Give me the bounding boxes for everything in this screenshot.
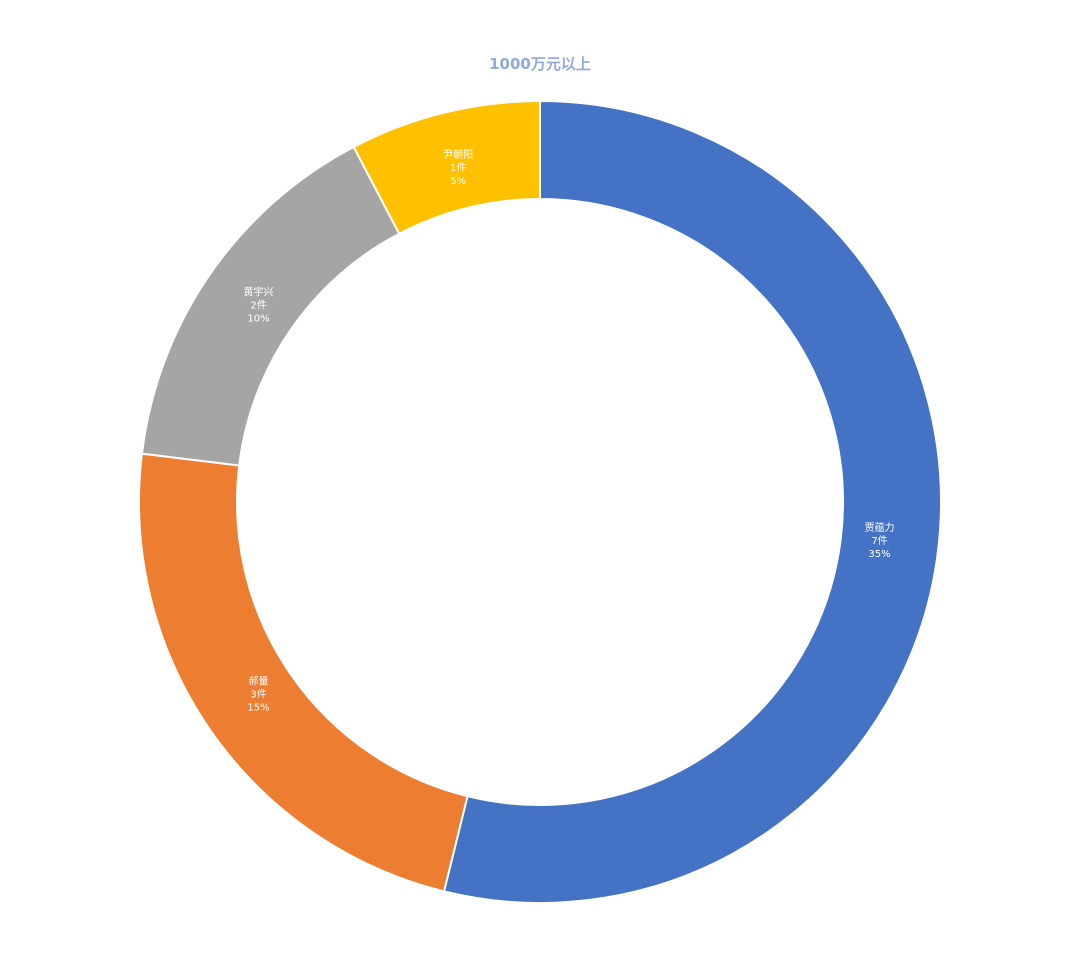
slice-count-1: 3件: [250, 688, 266, 700]
slice-label-3: 尹朝阳 1件 5%: [443, 149, 473, 187]
slice-percent-3: 5%: [450, 176, 466, 187]
slice-count-0: 7件: [871, 535, 887, 547]
slice-percent-0: 35%: [868, 549, 890, 560]
slice-count-2: 2件: [250, 300, 266, 312]
slice-0: [442, 99, 942, 904]
slice-label-0: 贾蕴力 7件 35%: [865, 521, 895, 560]
slice-name-1: 郝量: [249, 675, 269, 687]
slice-2: [140, 145, 401, 467]
slice-1: [138, 452, 469, 893]
slice-label-2: 黄宇兴 2件 10%: [244, 286, 274, 325]
slice-percent-1: 15%: [247, 702, 269, 713]
slice-name-3: 尹朝阳: [443, 149, 473, 161]
slice-name-0: 贾蕴力: [865, 521, 895, 534]
slice-percent-2: 10%: [247, 314, 269, 325]
slice-3: [352, 99, 541, 236]
slice-name-2: 黄宇兴: [244, 286, 274, 299]
slice-count-3: 1件: [450, 162, 466, 174]
chart-title: 1000万元以上: [489, 55, 591, 73]
slice-label-1: 郝量 3件 15%: [247, 675, 269, 713]
